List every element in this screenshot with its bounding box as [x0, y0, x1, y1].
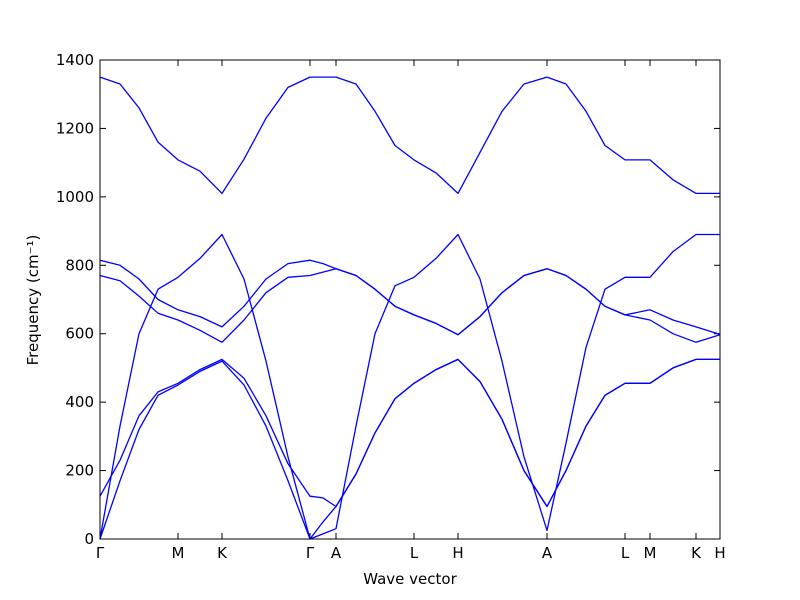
- y-tick-label: 1000: [56, 188, 94, 206]
- band-line: [99, 259, 721, 336]
- x-tick-label: Γ: [306, 544, 315, 562]
- x-tick-label: L: [410, 544, 419, 562]
- x-tick-label: Γ: [96, 544, 105, 562]
- plot-frame: [99, 59, 721, 540]
- y-tick-label: 600: [65, 325, 94, 343]
- band-line: [99, 233, 720, 540]
- x-tick-label: M: [172, 544, 185, 562]
- band-line: [99, 268, 721, 343]
- y-tick-label: 800: [65, 256, 94, 274]
- x-tick-label: A: [542, 544, 553, 562]
- x-tick-label: H: [452, 544, 463, 562]
- x-axis-label: Wave vector: [363, 570, 457, 588]
- y-tick-label: 1200: [56, 119, 94, 137]
- x-tick-label: A: [331, 544, 342, 562]
- x-tick-label: K: [691, 544, 702, 562]
- y-tick-label: 0: [84, 530, 94, 548]
- band-line: [99, 358, 720, 508]
- band-line: [99, 358, 720, 540]
- x-tick-label: K: [217, 544, 228, 562]
- band-line: [99, 76, 720, 195]
- y-tick-label: 400: [65, 393, 94, 411]
- y-axis-label: Frequency (cm⁻¹): [24, 235, 42, 366]
- y-tick-label: 200: [65, 462, 94, 480]
- x-tick-label: L: [621, 544, 630, 562]
- x-tick-label: H: [714, 544, 725, 562]
- y-tick-label: 1400: [56, 51, 94, 69]
- x-tick-label: M: [644, 544, 657, 562]
